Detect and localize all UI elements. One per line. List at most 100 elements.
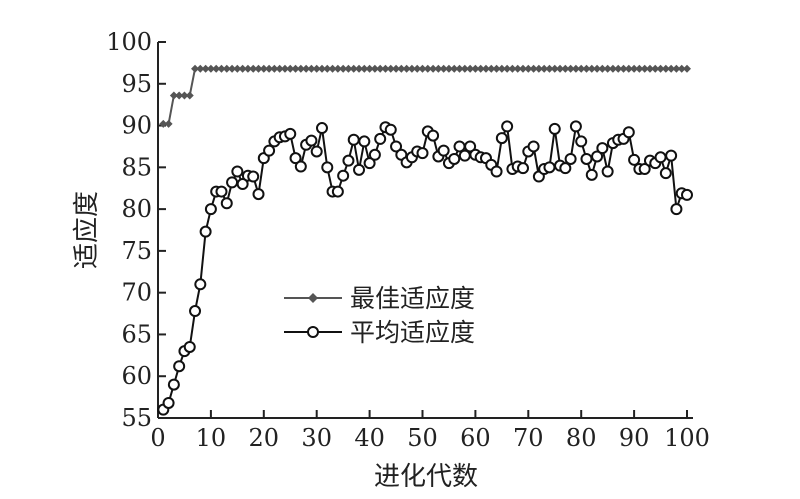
data-point-diamond [397, 64, 406, 73]
data-point-diamond [624, 64, 633, 73]
data-point-diamond [175, 91, 184, 100]
data-point-circle [199, 225, 212, 238]
series-layer [157, 64, 693, 416]
data-point-diamond [497, 64, 506, 73]
legend-item-average: 平均适应度 [284, 318, 475, 347]
data-point-circle [569, 120, 582, 133]
data-point-diamond [672, 64, 681, 73]
y-tick-label: 65 [121, 320, 152, 348]
data-point-diamond [418, 64, 427, 73]
data-point-circle [601, 165, 614, 178]
data-point-diamond [196, 64, 205, 73]
x-tick-label: 90 [619, 424, 650, 452]
data-point-diamond [503, 64, 512, 73]
x-tick-label: 80 [566, 424, 597, 452]
data-point-diamond [529, 64, 538, 73]
y-tick-label: 95 [121, 70, 152, 98]
data-point-diamond [550, 64, 559, 73]
data-point-circle [305, 134, 318, 147]
data-point-circle [294, 160, 307, 173]
y-tick-label: 60 [121, 362, 152, 390]
data-point-diamond [270, 64, 279, 73]
data-point-diamond [598, 64, 607, 73]
plot-area: 55 60 65 70 75 80 85 90 95 100 0 10 20 30 40 50 60 70 80 9… [106, 28, 710, 452]
data-point-circle [490, 165, 503, 178]
data-point-circle [464, 140, 477, 153]
data-point-circle [665, 149, 678, 162]
data-point-diamond [407, 64, 416, 73]
x-tick-label: 60 [460, 424, 491, 452]
data-point-diamond [344, 64, 353, 73]
data-point-diamond [333, 64, 342, 73]
data-point-diamond [238, 64, 247, 73]
data-point-circle [368, 148, 381, 161]
data-point-circle [517, 162, 530, 175]
data-point-diamond [455, 64, 464, 73]
data-point-diamond [429, 64, 438, 73]
data-point-diamond [545, 64, 554, 73]
data-point-diamond [460, 64, 469, 73]
data-point-diamond [439, 64, 448, 73]
series-average [157, 120, 693, 416]
x-tick-label: 100 [664, 424, 710, 452]
data-point-circle [416, 147, 429, 160]
data-point-circle [194, 278, 207, 291]
data-point-circle [289, 152, 302, 165]
data-point-circle [321, 161, 334, 174]
legend-marker-diamond-icon [308, 293, 318, 303]
y-tick-label: 70 [121, 279, 152, 307]
legend: 最佳适应度 平均适应度 [284, 284, 475, 347]
data-point-diamond [302, 64, 311, 73]
data-point-diamond [249, 64, 258, 73]
data-point-diamond [519, 64, 528, 73]
data-point-circle [353, 163, 366, 176]
data-point-diamond [667, 64, 676, 73]
y-tick-label: 90 [121, 112, 152, 140]
legend-item-best: 最佳适应度 [284, 284, 475, 313]
data-point-diamond [360, 64, 369, 73]
data-point-circle [390, 140, 403, 153]
y-tick-label: 80 [121, 195, 152, 223]
data-point-circle [628, 153, 641, 166]
data-point-diamond [228, 64, 237, 73]
data-point-diamond [291, 64, 300, 73]
data-point-circle [358, 135, 371, 148]
data-point-diamond [265, 64, 274, 73]
data-point-circle [559, 162, 572, 175]
y-tick-label: 55 [121, 404, 152, 432]
series-line [163, 67, 687, 125]
data-point-circle [162, 396, 175, 409]
data-point-circle [215, 185, 228, 198]
data-point-circle [585, 168, 598, 181]
data-point-diamond [169, 91, 178, 100]
data-point-diamond [365, 64, 374, 73]
data-point-diamond [376, 64, 385, 73]
x-tick-label: 20 [249, 424, 280, 452]
data-point-diamond [651, 64, 660, 73]
data-point-diamond [571, 64, 580, 73]
data-point-circle [622, 126, 635, 139]
data-point-diamond [661, 64, 670, 73]
data-point-circle [659, 167, 672, 180]
data-point-diamond [608, 64, 617, 73]
data-point-diamond [280, 64, 289, 73]
data-point-circle [236, 178, 249, 191]
data-point-circle [363, 157, 376, 170]
data-point-diamond [286, 64, 295, 73]
data-point-circle [337, 169, 350, 182]
data-point-diamond [413, 64, 422, 73]
legend-label-best: 最佳适应度 [350, 284, 475, 313]
data-point-diamond [466, 64, 475, 73]
data-point-diamond [534, 64, 543, 73]
data-point-diamond [392, 64, 401, 73]
data-point-diamond [355, 64, 364, 73]
data-point-diamond [323, 64, 332, 73]
x-tick-label: 10 [196, 424, 227, 452]
data-point-diamond [312, 64, 321, 73]
data-point-diamond [603, 64, 612, 73]
data-point-diamond [307, 64, 316, 73]
data-point-diamond [206, 64, 215, 73]
data-point-diamond [434, 64, 443, 73]
data-point-diamond [381, 64, 390, 73]
